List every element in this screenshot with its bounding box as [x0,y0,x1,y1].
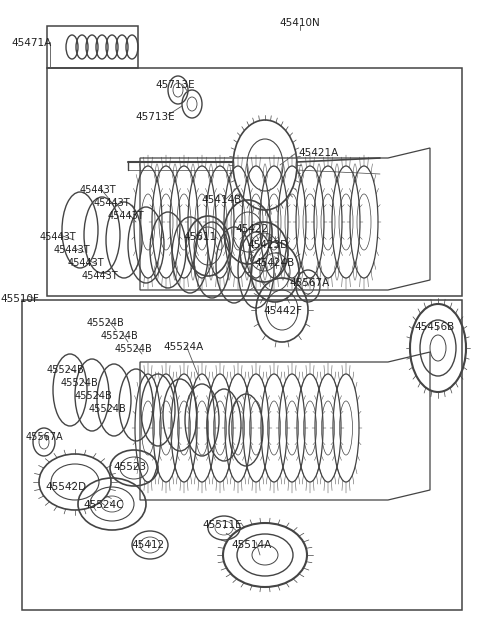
Text: 45611: 45611 [183,232,216,242]
Text: 45442F: 45442F [264,306,302,316]
Text: 45443T: 45443T [68,258,104,268]
Text: 45456B: 45456B [415,322,455,332]
Text: 45523: 45523 [113,462,146,472]
Text: 45524B: 45524B [114,344,152,354]
Text: 45422: 45422 [235,224,269,234]
Text: 45424B: 45424B [255,258,295,268]
Bar [22,300,462,610]
Text: 45542D: 45542D [46,482,86,492]
Text: 45524B: 45524B [46,365,84,375]
Text: 45567A: 45567A [290,278,330,288]
Text: 45511E: 45511E [202,520,242,530]
Text: 45423D: 45423D [247,240,288,250]
Text: 45412: 45412 [132,540,165,550]
Bar [47,26,138,68]
Text: 45514A: 45514A [232,540,272,550]
Text: 45713E: 45713E [155,80,195,90]
Text: 45524B: 45524B [86,318,124,328]
Text: 45443T: 45443T [94,198,130,208]
Text: 45443T: 45443T [54,245,90,255]
Text: 45567A: 45567A [25,432,63,442]
Text: 45443T: 45443T [40,232,76,242]
Text: 45524A: 45524A [164,342,204,352]
Text: 45524B: 45524B [74,391,112,401]
Text: 45414B: 45414B [202,195,242,205]
Text: 45443T: 45443T [80,185,116,195]
Text: 45524B: 45524B [88,404,126,414]
Text: 45443T: 45443T [108,211,144,221]
Text: 45410N: 45410N [280,18,320,28]
Text: 45443T: 45443T [82,271,118,281]
Text: 45524B: 45524B [100,331,138,341]
Text: 45524B: 45524B [60,378,98,388]
Bar [47,68,462,296]
Text: 45713E: 45713E [135,112,175,122]
Text: 45421A: 45421A [298,148,338,158]
Text: 45524C: 45524C [84,500,124,510]
Text: 45510F: 45510F [0,294,39,304]
Text: 45471A: 45471A [12,38,52,48]
